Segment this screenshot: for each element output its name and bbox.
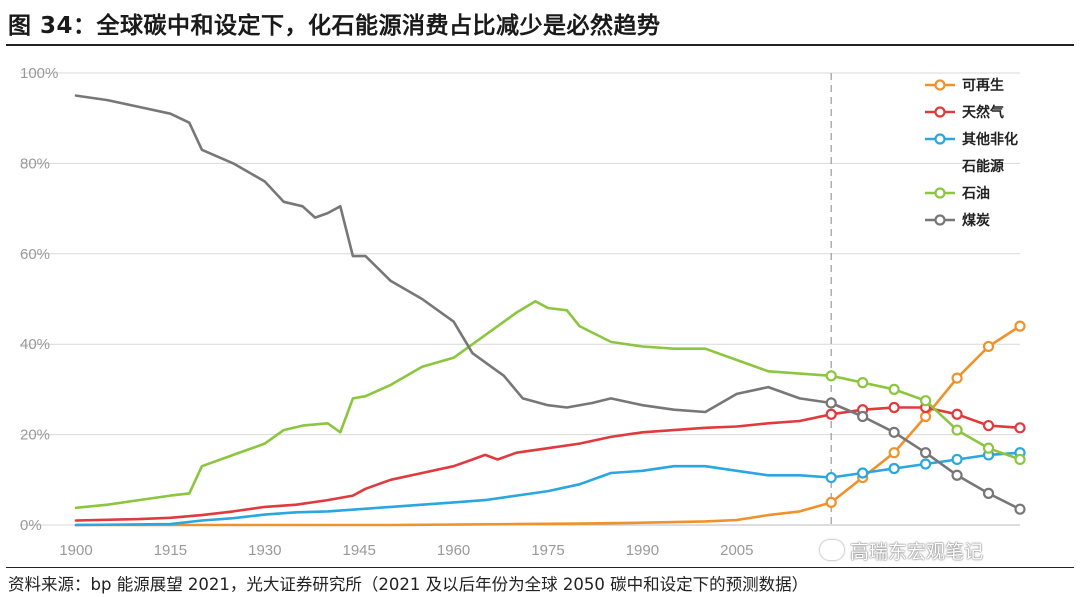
data-point-other: [825, 471, 837, 484]
figure-title: 图 34：全球碳中和设定下，化石能源消费占比减少是必然趋势: [8, 13, 661, 39]
data-point-renewables: [919, 410, 932, 423]
legend-label-renewables: 可再生: [962, 77, 1004, 94]
data-point-renewables: [825, 496, 837, 508]
legend-marker-oil: [934, 187, 946, 199]
legend-marker-renewables: [934, 79, 946, 91]
legend-label-oil: 石油: [961, 185, 990, 202]
title-divider: [6, 44, 1074, 46]
y-tick-label: 40%: [20, 336, 50, 353]
legend-label-other: 其他非化: [962, 131, 1018, 148]
x-tick-label: 2005: [720, 542, 753, 559]
data-point-gas: [825, 408, 837, 420]
energy-share-line-chart: 0% 20% 40% 60% 80% 100% 1900 1915 1930 1945 1960 19…: [20, 65, 1026, 559]
series-line-other: [74, 451, 1022, 527]
x-tick-label: 1975: [531, 542, 564, 559]
y-tick-label: 80%: [20, 155, 50, 172]
watermark: 高瑞东宏观笔记: [820, 537, 983, 564]
y-tick-label: 0%: [20, 517, 42, 534]
data-point-oil: [982, 442, 995, 454]
data-point-coal: [919, 447, 932, 459]
legend-label-other: 石能源: [961, 158, 1004, 175]
legend-label-gas: 天然气: [962, 104, 1004, 121]
series-line-coal: [74, 94, 1022, 511]
data-point-oil: [919, 395, 932, 407]
legend-marker-coal: [934, 214, 946, 226]
data-point-other: [857, 467, 869, 479]
series-line-renewables: [74, 324, 1022, 527]
legend-marker-other: [934, 133, 946, 145]
y-tick-label: 20%: [20, 427, 50, 444]
source-note: 资料来源：bp 能源展望 2021，光大证券研究所（2021 及以后年份为全球 …: [8, 575, 809, 594]
data-point-coal: [982, 487, 995, 499]
data-point-coal: [1014, 503, 1026, 515]
legend-label-coal: 煤炭: [962, 212, 990, 229]
data-point-other: [951, 453, 963, 466]
y-tick-label: 60%: [20, 246, 50, 263]
x-tick-label: 1930: [248, 542, 281, 559]
wechat-icon: [820, 540, 844, 560]
x-tick-label: 1960: [437, 542, 470, 559]
data-point-coal: [951, 469, 963, 481]
data-point-renewables: [1014, 320, 1026, 332]
data-point-coal: [857, 410, 869, 423]
data-point-renewables: [888, 447, 900, 459]
data-point-gas: [982, 419, 995, 432]
watermark-text: 高瑞东宏观笔记: [850, 541, 984, 563]
data-point-oil: [857, 377, 869, 389]
x-tick-label: 1945: [343, 542, 376, 559]
x-tick-label: 1915: [154, 542, 187, 559]
data-point-gas: [951, 408, 963, 420]
data-point-coal: [888, 426, 900, 438]
source-divider: [6, 567, 1074, 568]
data-point-oil: [951, 424, 963, 436]
y-tick-label: 100%: [20, 65, 58, 82]
legend-marker-gas: [934, 106, 946, 118]
data-point-renewables: [951, 372, 963, 384]
data-point-oil: [1014, 453, 1026, 466]
x-tick-label: 1900: [59, 542, 92, 559]
data-point-oil: [825, 370, 837, 382]
data-point-renewables: [982, 340, 995, 353]
data-point-gas: [888, 401, 900, 414]
x-tick-label: 1990: [626, 542, 659, 559]
data-point-coal: [825, 397, 837, 409]
data-point-other: [888, 462, 900, 475]
data-point-other: [919, 458, 932, 470]
data-point-gas: [1014, 422, 1026, 434]
data-point-oil: [888, 383, 900, 395]
